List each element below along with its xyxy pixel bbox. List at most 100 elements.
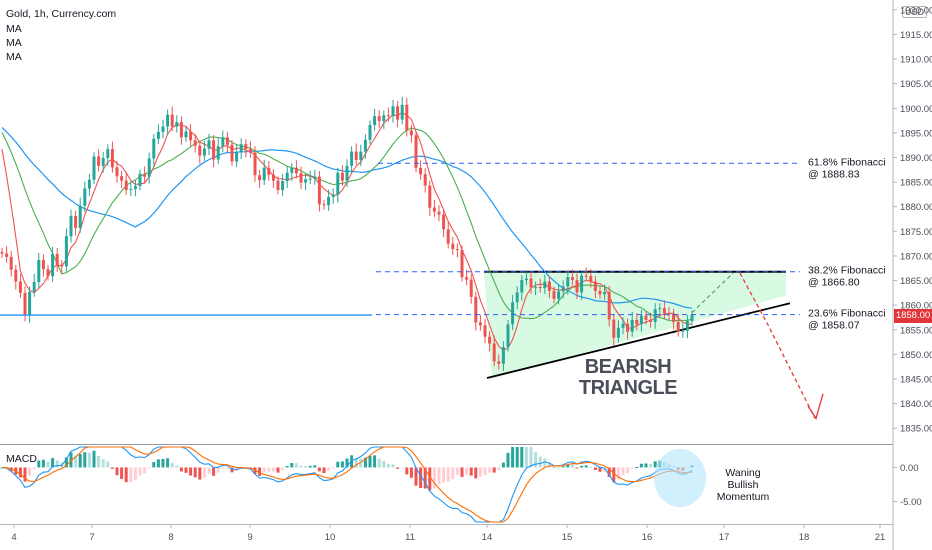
macd-histogram-bar (612, 467, 616, 482)
y-tick-label: 1880.00 (900, 202, 932, 213)
macd-histogram-bar (593, 467, 597, 470)
macd-histogram-bar (101, 459, 105, 468)
candle (97, 156, 101, 166)
bullish-leg (691, 272, 734, 313)
macd-histogram-bar (23, 467, 27, 482)
y-tick-label: 1835.00 (900, 424, 932, 435)
candle (175, 122, 179, 127)
annotation-bullish: Bullish (728, 479, 759, 491)
signal-line (1, 446, 693, 523)
arrow-head (807, 393, 824, 420)
macd-histogram-bar (290, 463, 294, 468)
macd-histogram-bar (51, 458, 55, 468)
candle (405, 104, 409, 131)
candle (28, 291, 32, 316)
candle (593, 281, 597, 291)
candle (442, 214, 446, 230)
y-tick-label: 1875.00 (900, 227, 932, 238)
bearish-projection-line (739, 272, 816, 419)
candle (621, 323, 625, 328)
candle (658, 308, 662, 310)
macd-histogram-bar (644, 463, 648, 468)
macd-histogram-bar (478, 467, 482, 477)
macd-histogram-bar (170, 462, 174, 468)
waning-momentum-highlight (654, 449, 706, 507)
indicator-label-ma-1[interactable]: MA (6, 23, 22, 35)
macd-histogram-bar (603, 467, 607, 472)
macd-histogram-bar (405, 467, 409, 475)
annotation-bearish: BEARISH (585, 356, 672, 378)
macd-histogram-bar (267, 467, 271, 472)
candle (101, 158, 105, 166)
candle (685, 320, 689, 331)
candle (198, 145, 202, 156)
indicator-label-ma-2[interactable]: MA (6, 37, 22, 49)
macd-histogram-bar (598, 467, 602, 472)
candle (580, 275, 584, 293)
candle (258, 175, 262, 181)
macd-y-tick-label: -5.00 (900, 497, 922, 508)
currency-badge[interactable]: USD (902, 6, 928, 18)
macd-histogram-bar (78, 454, 82, 468)
candle (409, 130, 413, 136)
candle (106, 149, 110, 159)
candle (350, 151, 354, 166)
macd-histogram-bar (64, 457, 68, 468)
candle (64, 236, 68, 267)
candle (327, 196, 331, 206)
macd-histogram-bar (621, 467, 625, 476)
candle (644, 315, 648, 320)
candle (534, 286, 538, 288)
macd-histogram-bar (212, 467, 216, 476)
candle (511, 302, 515, 325)
macd-histogram-bar (465, 467, 469, 476)
macd-histogram-bar (304, 465, 308, 468)
macd-histogram-bar (147, 467, 151, 469)
macd-histogram-bar (561, 466, 565, 468)
candle (437, 211, 441, 215)
macd-histogram-bar (294, 463, 298, 468)
macd-histogram-bar (225, 467, 229, 469)
candle (649, 319, 653, 322)
grid (0, 0, 894, 550)
candle (506, 324, 510, 348)
macd-histogram-bar (414, 467, 418, 486)
candle (626, 323, 630, 332)
macd-histogram-bar (46, 461, 50, 468)
macd-histogram-bar (313, 465, 317, 468)
candle (667, 313, 671, 315)
macd-histogram-bar (129, 467, 133, 483)
macd-histogram-bar (557, 467, 561, 469)
candle (561, 286, 565, 292)
macd-histogram-bar (534, 452, 538, 468)
candle (672, 314, 676, 322)
x-tick-label: 21 (875, 532, 886, 543)
candle (193, 140, 197, 146)
candle (524, 278, 528, 281)
macd-histogram-bar (575, 467, 579, 469)
candle (396, 106, 400, 120)
candle (570, 277, 574, 281)
indicator-label-ma-3[interactable]: MA (6, 51, 22, 63)
candle (359, 151, 363, 160)
macd-histogram-bar (133, 467, 137, 481)
candle (207, 140, 211, 149)
macd-histogram-bar (428, 467, 432, 491)
macd-histogram-bar (653, 461, 657, 468)
x-tick-label: 9 (247, 532, 252, 543)
x-tick-label: 10 (325, 532, 336, 543)
macd-histogram-bar (363, 457, 367, 468)
macd-histogram-bar (455, 467, 459, 476)
candle (166, 114, 170, 127)
candle (239, 144, 243, 153)
macd-histogram-bar (442, 467, 446, 483)
candle (690, 315, 694, 321)
candle (557, 291, 561, 299)
y-tick-label: 1900.00 (900, 104, 932, 115)
macd-histogram-bar (359, 458, 363, 468)
candle (230, 144, 234, 162)
y-tick-label: 1895.00 (900, 128, 932, 139)
x-tick-label: 7 (89, 532, 94, 543)
macd-histogram-bar (322, 467, 326, 474)
